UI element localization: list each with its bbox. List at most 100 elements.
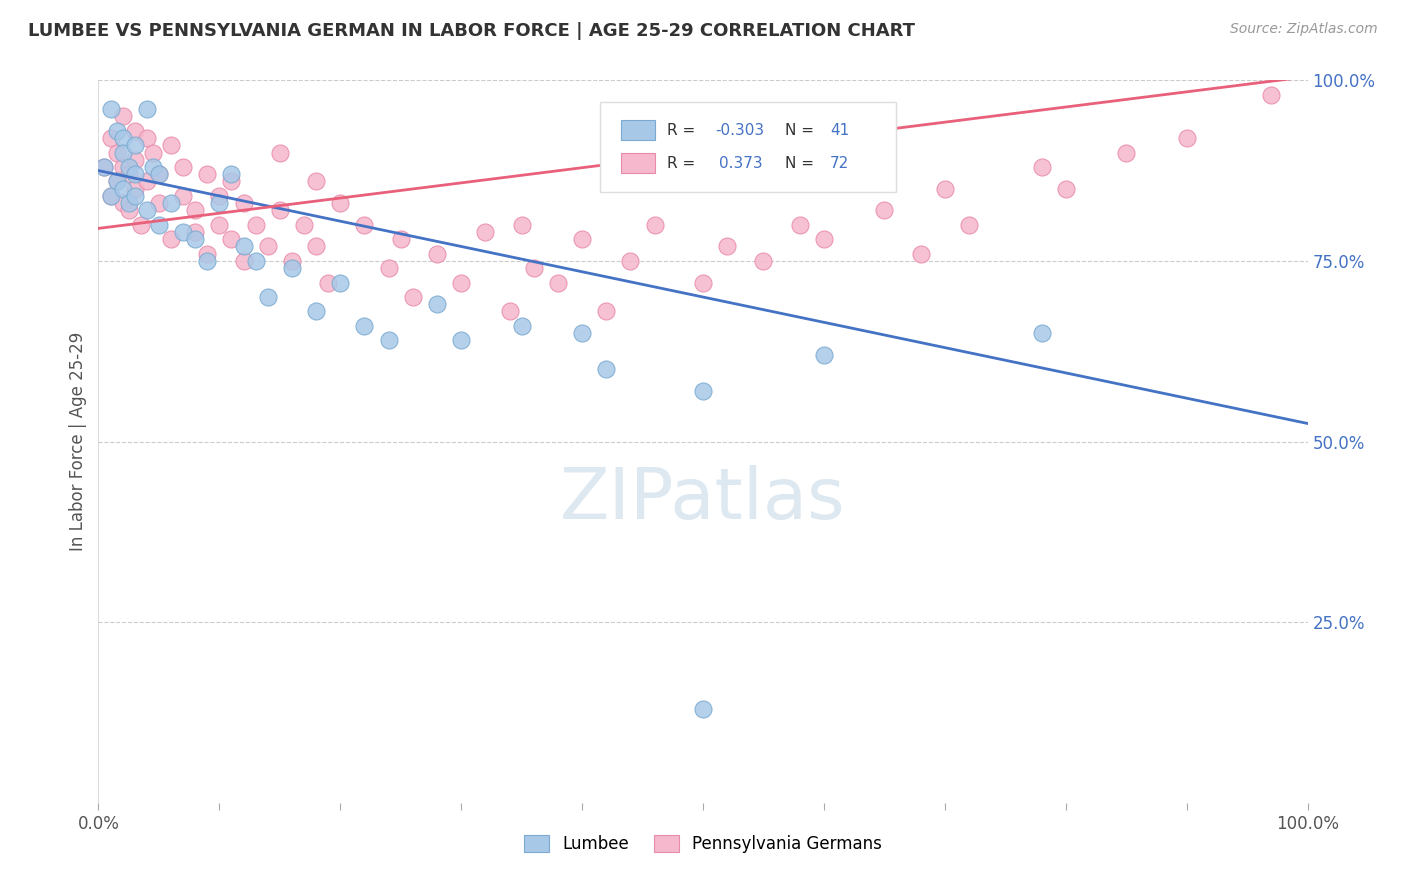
FancyBboxPatch shape xyxy=(621,120,655,140)
Point xyxy=(377,334,399,348)
Point xyxy=(329,196,352,211)
Point xyxy=(692,702,714,716)
Point xyxy=(245,218,267,232)
Point xyxy=(329,276,352,290)
Point xyxy=(474,225,496,239)
Point xyxy=(426,297,449,311)
Point xyxy=(142,160,165,174)
Point xyxy=(450,334,472,348)
Point xyxy=(208,189,231,203)
Point xyxy=(111,145,134,160)
Point xyxy=(208,218,231,232)
Point xyxy=(547,276,569,290)
Point xyxy=(305,174,328,188)
Point xyxy=(172,225,194,239)
Point xyxy=(510,318,533,333)
Point xyxy=(389,232,412,246)
Point xyxy=(873,203,896,218)
FancyBboxPatch shape xyxy=(621,153,655,173)
Point xyxy=(124,153,146,167)
Text: -0.303: -0.303 xyxy=(716,123,765,138)
Point xyxy=(510,218,533,232)
Point xyxy=(813,348,835,362)
Point xyxy=(256,239,278,253)
Point xyxy=(111,110,134,124)
Text: LUMBEE VS PENNSYLVANIA GERMAN IN LABOR FORCE | AGE 25-29 CORRELATION CHART: LUMBEE VS PENNSYLVANIA GERMAN IN LABOR F… xyxy=(28,22,915,40)
Point xyxy=(111,131,134,145)
Point xyxy=(1031,160,1053,174)
Point xyxy=(124,138,146,153)
Point xyxy=(118,203,141,218)
Point xyxy=(135,174,157,188)
Point xyxy=(135,102,157,116)
Point xyxy=(232,196,254,211)
Text: ZIPatlas: ZIPatlas xyxy=(560,465,846,533)
Point xyxy=(160,138,183,153)
Point xyxy=(571,326,593,340)
Point xyxy=(450,276,472,290)
Point xyxy=(571,232,593,246)
Text: R =: R = xyxy=(666,123,700,138)
Point xyxy=(1031,326,1053,340)
Point xyxy=(135,203,157,218)
Point xyxy=(595,304,617,318)
Point xyxy=(619,253,641,268)
Point xyxy=(118,160,141,174)
Point xyxy=(195,253,218,268)
Point xyxy=(957,218,980,232)
Point xyxy=(523,261,546,276)
FancyBboxPatch shape xyxy=(600,102,897,193)
Point xyxy=(353,318,375,333)
Point xyxy=(245,253,267,268)
Point xyxy=(221,232,243,246)
Point xyxy=(208,196,231,211)
Point xyxy=(292,218,315,232)
Point xyxy=(124,124,146,138)
Point xyxy=(129,218,152,232)
Point xyxy=(269,145,291,160)
Point xyxy=(172,160,194,174)
Point xyxy=(118,167,141,181)
Point xyxy=(124,189,146,203)
Point xyxy=(232,253,254,268)
Point xyxy=(105,174,128,188)
Text: 0.373: 0.373 xyxy=(718,156,762,171)
Point xyxy=(184,225,207,239)
Point xyxy=(752,253,775,268)
Point xyxy=(305,304,328,318)
Point xyxy=(111,182,134,196)
Point xyxy=(498,304,520,318)
Point xyxy=(148,167,170,181)
Point xyxy=(934,182,956,196)
Point xyxy=(148,196,170,211)
Point xyxy=(595,362,617,376)
Point xyxy=(172,189,194,203)
Point xyxy=(1260,87,1282,102)
Point xyxy=(1115,145,1137,160)
Point xyxy=(124,167,146,181)
Point xyxy=(281,261,304,276)
Point xyxy=(692,276,714,290)
Point xyxy=(402,290,425,304)
Point xyxy=(148,167,170,181)
Point xyxy=(135,131,157,145)
Point xyxy=(100,189,122,203)
Point xyxy=(377,261,399,276)
Point xyxy=(118,196,141,211)
Point xyxy=(305,239,328,253)
Point xyxy=(269,203,291,218)
Point xyxy=(692,384,714,398)
Point xyxy=(195,246,218,260)
Point xyxy=(813,232,835,246)
Legend: Lumbee, Pennsylvania Germans: Lumbee, Pennsylvania Germans xyxy=(517,828,889,860)
Point xyxy=(1175,131,1198,145)
Y-axis label: In Labor Force | Age 25-29: In Labor Force | Age 25-29 xyxy=(69,332,87,551)
Point xyxy=(910,246,932,260)
Point xyxy=(100,131,122,145)
Text: N =: N = xyxy=(785,156,820,171)
Point xyxy=(111,196,134,211)
Point xyxy=(184,203,207,218)
Point xyxy=(105,145,128,160)
Text: 41: 41 xyxy=(830,123,849,138)
Point xyxy=(316,276,339,290)
